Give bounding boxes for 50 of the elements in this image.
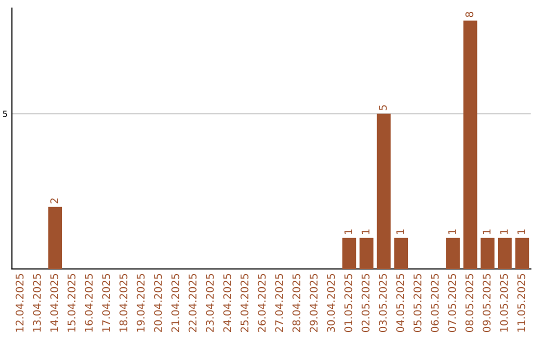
x-tick-label: 04.05.2025 — [396, 274, 404, 332]
x-tick-label: 17.04.2025 — [102, 274, 110, 332]
data-label: 1 — [517, 229, 526, 234]
x-tick-label: 03.05.2025 — [378, 274, 387, 332]
x-tick-label: 08.05.2025 — [465, 274, 474, 332]
x-tick-label: 09.05.2025 — [482, 274, 491, 332]
bar — [463, 20, 478, 269]
data-label: 5 — [379, 105, 387, 110]
x-tick-label: 10.05.2025 — [500, 274, 508, 332]
bar — [360, 238, 374, 269]
data-label: 1 — [396, 229, 404, 234]
x-tick-label: 13.04.2025 — [32, 274, 41, 332]
bar — [376, 114, 391, 269]
x-tick-label: 02.05.2025 — [362, 274, 370, 332]
data-label: 8 — [465, 12, 474, 18]
x-tick-label: 27.04.2025 — [275, 274, 284, 332]
bar — [515, 238, 530, 269]
x-tick-label: 21.04.2025 — [171, 274, 180, 332]
x-tick-label: 24.04.2025 — [223, 274, 232, 332]
bar — [394, 238, 408, 269]
bar — [342, 238, 356, 269]
x-tick-label: 25.04.2025 — [240, 274, 248, 332]
data-label: 1 — [482, 229, 490, 234]
x-tick-label: 23.04.2025 — [206, 274, 214, 332]
data-label: 1 — [362, 229, 370, 234]
x-tick-label: 22.04.2025 — [188, 274, 197, 332]
x-tick-label: 01.05.2025 — [344, 274, 352, 332]
bar — [446, 238, 460, 269]
x-tick-label: 30.04.2025 — [327, 274, 335, 332]
x-tick-label: 26.04.2025 — [258, 274, 266, 332]
x-tick-label: 19.04.2025 — [136, 274, 145, 332]
x-tick-label: 15.04.2025 — [68, 274, 76, 332]
bar — [48, 206, 62, 269]
x-tick-label: 20.04.2025 — [154, 274, 162, 332]
x-tick-label: 28.04.2025 — [292, 274, 300, 332]
data-label: 1 — [344, 229, 352, 234]
data-label: 2 — [50, 198, 58, 204]
x-tick-label: 29.04.2025 — [310, 274, 318, 332]
x-tick-label: 11.05.2025 — [517, 274, 526, 332]
x-tick-label: 06.05.2025 — [430, 274, 439, 332]
bar — [480, 238, 494, 269]
data-label: 1 — [448, 229, 456, 234]
bar — [498, 238, 512, 269]
x-tick-label: 18.04.2025 — [119, 274, 128, 332]
x-tick-label: 05.05.2025 — [414, 274, 422, 332]
data-label: 1 — [500, 229, 508, 234]
x-tick-label: 07.05.2025 — [448, 274, 456, 332]
x-tick-label: 12.04.2025 — [16, 274, 24, 332]
x-tick-label: 16.04.2025 — [84, 274, 93, 332]
x-tick-label: 14.04.2025 — [50, 274, 58, 332]
